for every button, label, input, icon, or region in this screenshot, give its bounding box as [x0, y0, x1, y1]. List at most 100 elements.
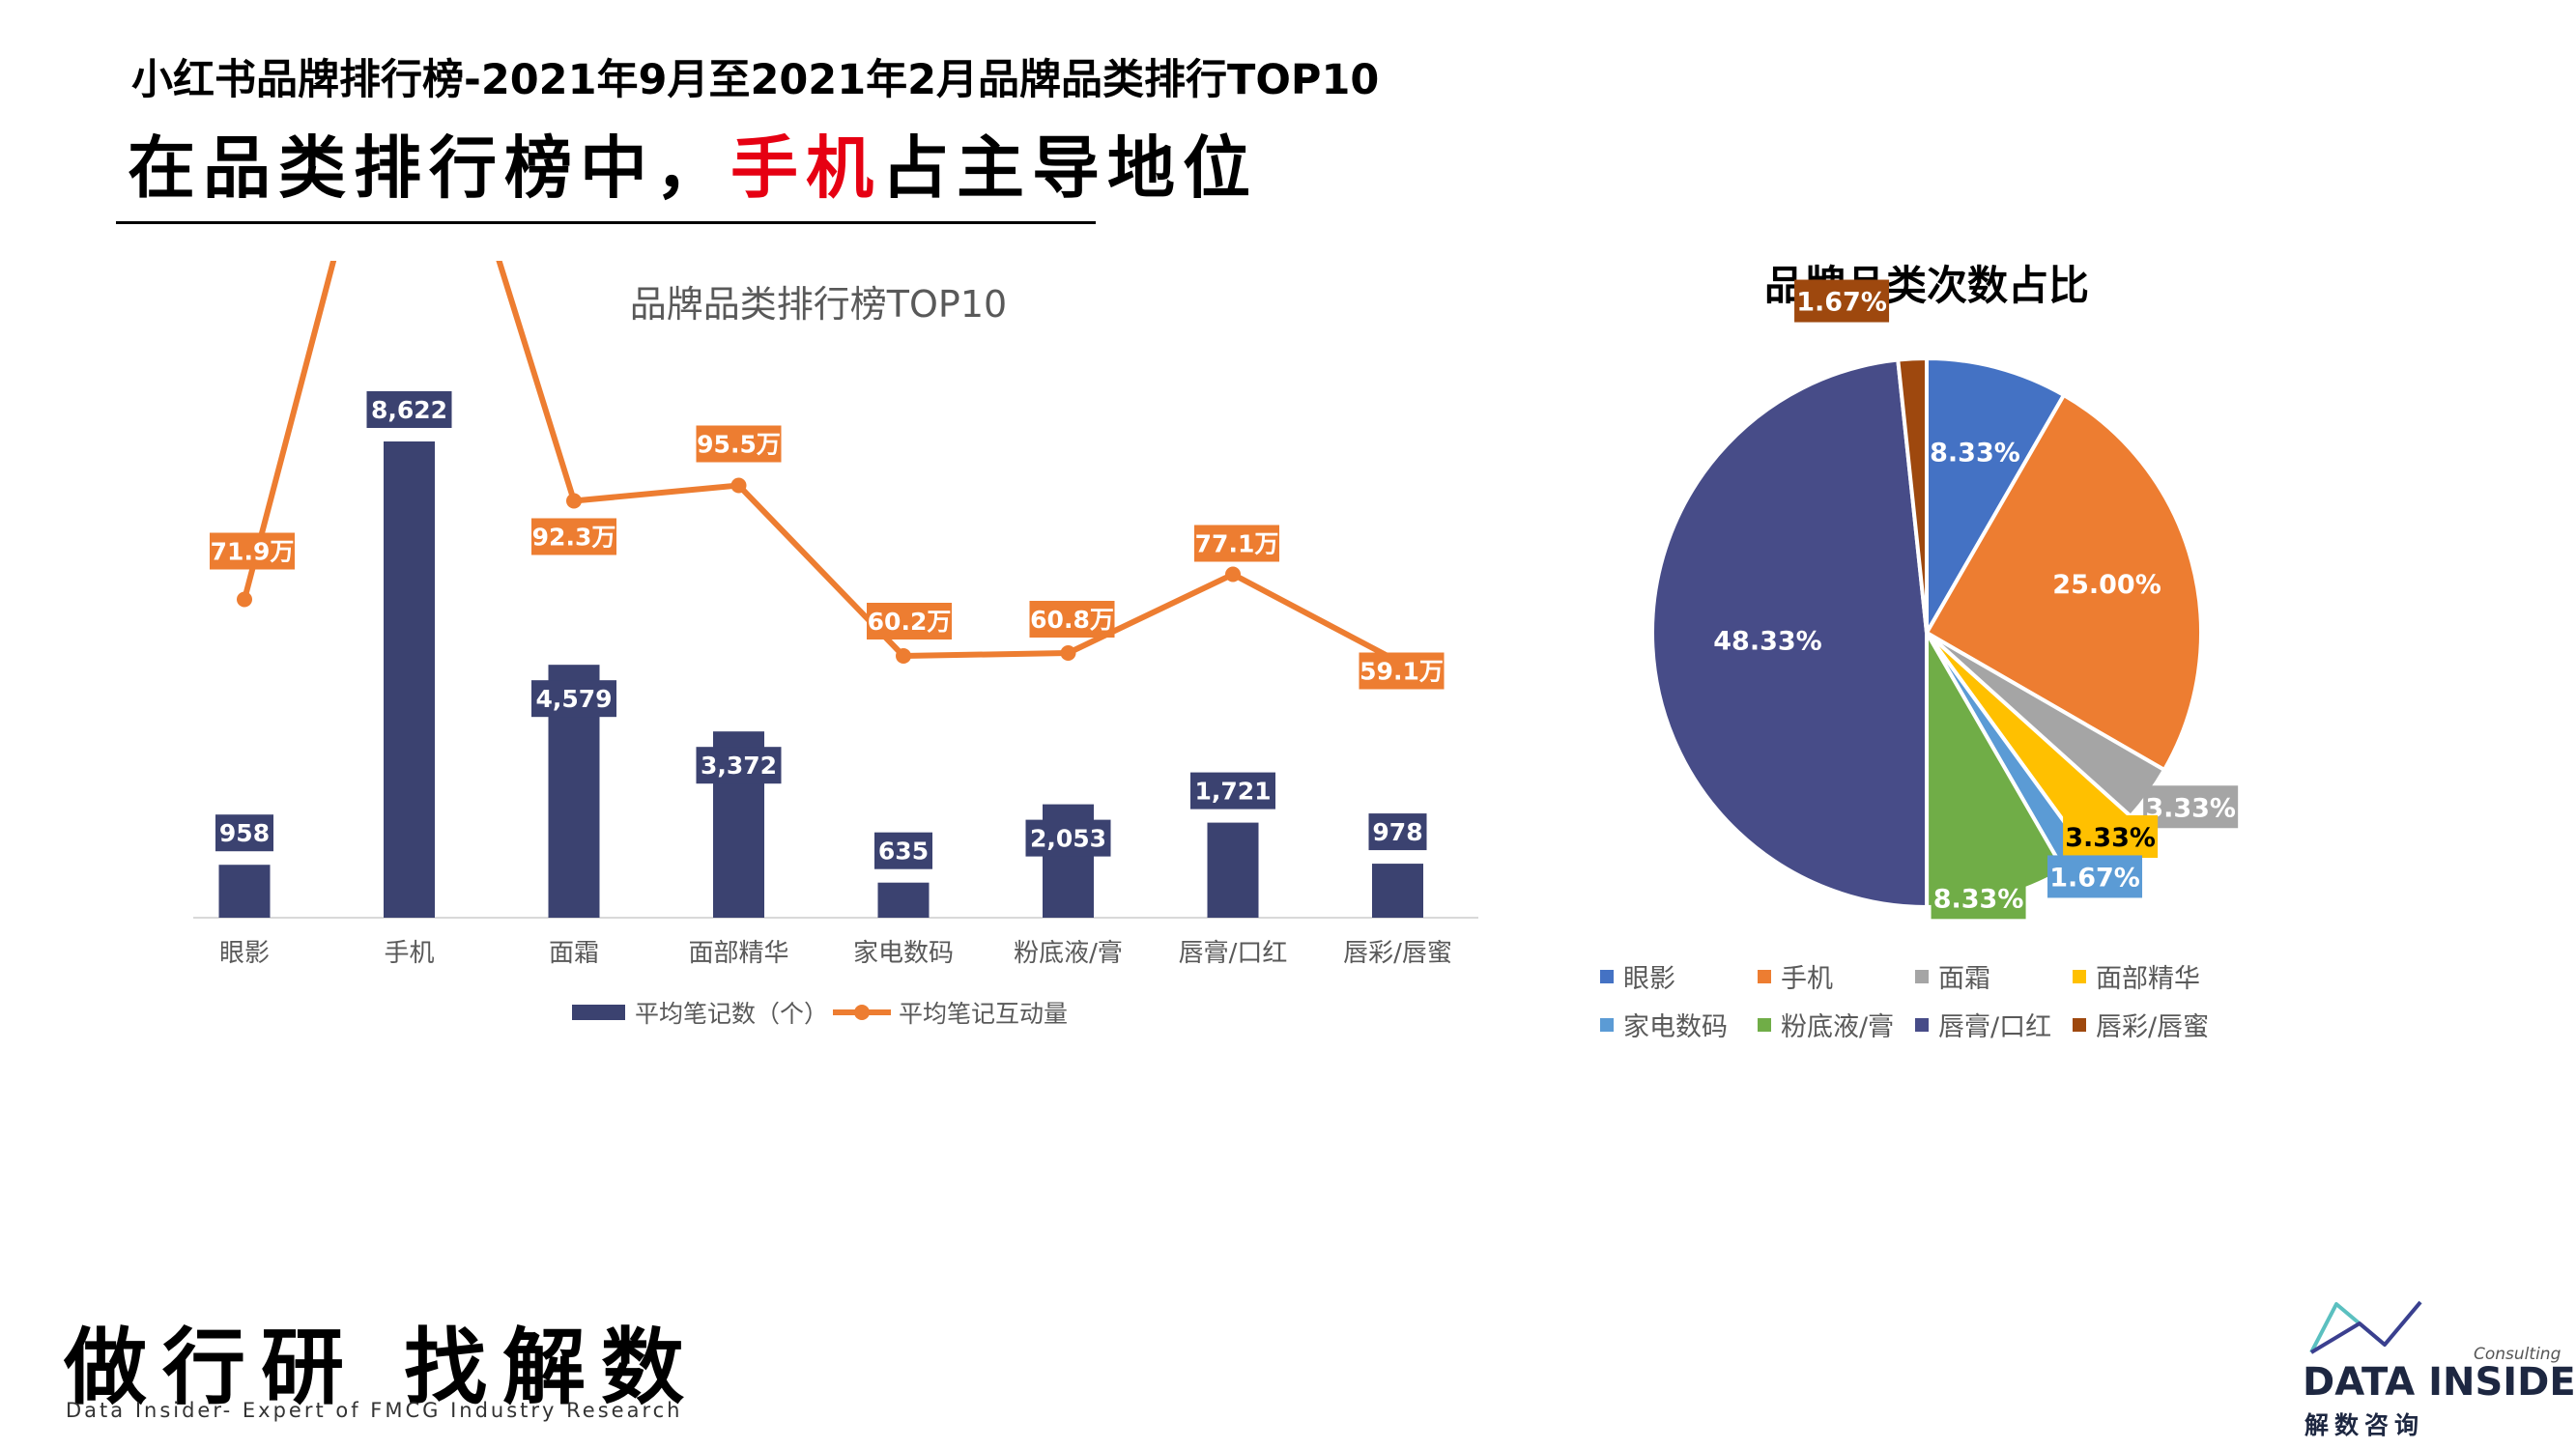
pie-slice-7	[1896, 355, 1929, 634]
pie-value-label: 8.33%	[1933, 884, 2024, 914]
line-value-label: 60.8万	[1030, 606, 1114, 634]
bar-value-label-bg	[696, 747, 782, 784]
page-headline: 在品类排行榜中，手机占主导地位	[128, 114, 1258, 212]
brand-logo-icon	[2309, 1300, 2422, 1354]
pie-slice-1	[1924, 392, 2203, 773]
line-point-0	[237, 591, 252, 608]
bar-4	[877, 882, 930, 918]
line-value-label: 71.9万	[211, 538, 295, 566]
line-value-label: 77.1万	[1195, 530, 1279, 558]
bar-value-label: 8,622	[371, 396, 447, 424]
pie-value-label: 25.00%	[2052, 570, 2161, 600]
pie-value-label: 3.33%	[2145, 793, 2236, 823]
legend-line-marker	[854, 1005, 870, 1020]
pie-legend-swatch	[2073, 970, 2086, 983]
line-value-label: 60.2万	[868, 608, 952, 636]
pie-legend-label: 面霜	[1938, 964, 1990, 994]
bar-chart-title: 品牌品类排行榜TOP10	[630, 283, 1007, 326]
line-value-label: 59.1万	[1360, 658, 1444, 686]
bar-value-label: 2,053	[1030, 825, 1106, 853]
header-divider	[116, 221, 1096, 224]
bar-line-chart: 品牌品类排行榜TOP10 眼影 手机 面霜 面部精华 家电数码 粉底液/膏 唇膏/口红 唇彩/唇…	[193, 261, 1478, 1028]
bar-value-label: 978	[1372, 818, 1422, 846]
pie-legend-swatch	[1915, 1018, 1929, 1032]
brand-name-cn: 解数咨询	[2304, 1411, 2425, 1439]
x-tick-label: 粉底液/膏	[1014, 939, 1123, 968]
brand-name: DATA INSIDER	[2303, 1360, 2576, 1405]
legend-bar-label: 平均笔记数（个）	[635, 1000, 828, 1028]
bar-value-label-bg	[1025, 819, 1111, 857]
headline-text-before: 在品类排行榜中，	[128, 128, 730, 208]
pie-value-label-bg	[2063, 814, 2159, 858]
legend-bar-swatch	[572, 1005, 625, 1020]
pie-legend-swatch	[1600, 970, 1614, 983]
bar-1	[384, 441, 435, 918]
line-point-6	[1225, 566, 1241, 582]
line-value-label: 92.3万	[532, 524, 616, 552]
pie-legend-label: 唇彩/唇蜜	[2096, 1012, 2209, 1042]
x-tick-label: 面霜	[549, 939, 599, 968]
pie-value-label-bg	[2143, 785, 2239, 829]
x-tick-label: 手机	[384, 939, 434, 968]
line-point-3	[730, 477, 747, 494]
bar-value-label: 4,579	[535, 685, 612, 713]
pie-value-label: 1.67%	[2049, 863, 2140, 893]
pie-legend-label: 手机	[1781, 964, 1833, 994]
line-value-label: 95.5万	[697, 431, 781, 459]
bar-value-label: 1,721	[1194, 778, 1271, 806]
x-tick-label: 眼影	[219, 939, 270, 968]
pie-value-label: 1.67%	[1796, 288, 1887, 318]
pie-value-label: 3.33%	[2065, 823, 2156, 853]
pie-value-label: 48.33%	[1713, 627, 1821, 657]
bar-value-label-bg	[1368, 813, 1427, 851]
bar-7	[1372, 864, 1423, 918]
bar-value-label: 635	[878, 838, 929, 866]
pie-legend-label: 家电数码	[1623, 1012, 1728, 1042]
pie-value-label-bg	[1794, 279, 1890, 323]
bar-6	[1207, 822, 1259, 918]
pie-legend-swatch	[1600, 1018, 1614, 1032]
line-point-5	[1060, 645, 1076, 661]
brand-consulting-label: Consulting	[2474, 1345, 2562, 1364]
pie-legend-swatch	[1758, 970, 1771, 983]
pie-chart: 品牌品类次数占比8.33%25.00%3.33%3.33%1.67%8.33%4…	[1600, 262, 2239, 1042]
footer-slogan: 做行研 找解数	[64, 1320, 700, 1416]
bar-0	[218, 865, 271, 918]
line-point-2	[566, 493, 582, 509]
pie-legend-label: 眼影	[1623, 964, 1675, 994]
bar-value-label-bg	[366, 391, 452, 428]
pie-legend-label: 面部精华	[2096, 964, 2200, 994]
pie-legend-label: 粉底液/膏	[1781, 1012, 1894, 1042]
x-tick-label: 家电数码	[853, 939, 954, 968]
footer-tagline: Data Insider- Expert of FMCG Industry Re…	[66, 1399, 683, 1422]
bar-value-label-bg	[874, 832, 932, 869]
pie-value-label: 8.33%	[1930, 438, 2020, 468]
x-tick-label: 唇彩/唇蜜	[1343, 939, 1452, 968]
pie-legend-swatch	[2073, 1018, 2086, 1032]
bar-value-label: 958	[219, 819, 270, 847]
bar-value-label-bg	[215, 814, 273, 852]
line-value-label-bg	[1194, 525, 1279, 562]
pie-legend-swatch	[1758, 1018, 1771, 1032]
legend-line-label: 平均笔记互动量	[899, 1000, 1068, 1028]
page-subtitle: 小红书品牌排行榜-2021年9月至2021年2月品牌品类排行TOP10	[131, 56, 1380, 104]
interaction-line	[242, 261, 1399, 665]
line-value-label-bg	[1359, 652, 1445, 690]
pie-value-label-bg	[2047, 855, 2143, 898]
line-value-label-bg	[1029, 601, 1115, 638]
line-value-label-bg	[696, 425, 782, 463]
pie-legend-label: 唇膏/口红	[1938, 1012, 2051, 1042]
pie-legend-swatch	[1915, 970, 1929, 983]
headline-highlight: 手机	[730, 128, 881, 208]
pie-slice-0	[1925, 355, 2067, 640]
pie-value-label-bg	[1931, 876, 2026, 920]
line-value-label-bg	[867, 603, 952, 639]
line-point-4	[896, 648, 911, 664]
x-tick-label: 面部精华	[688, 939, 788, 968]
bar-value-label-bg	[1190, 772, 1275, 810]
pie-slice-6	[1649, 357, 1930, 910]
headline-text-after: 占主导地位	[881, 128, 1258, 208]
x-tick-label: 唇膏/口红	[1179, 939, 1288, 968]
line-value-label-bg	[531, 518, 616, 555]
bar-value-label-bg	[531, 680, 616, 718]
